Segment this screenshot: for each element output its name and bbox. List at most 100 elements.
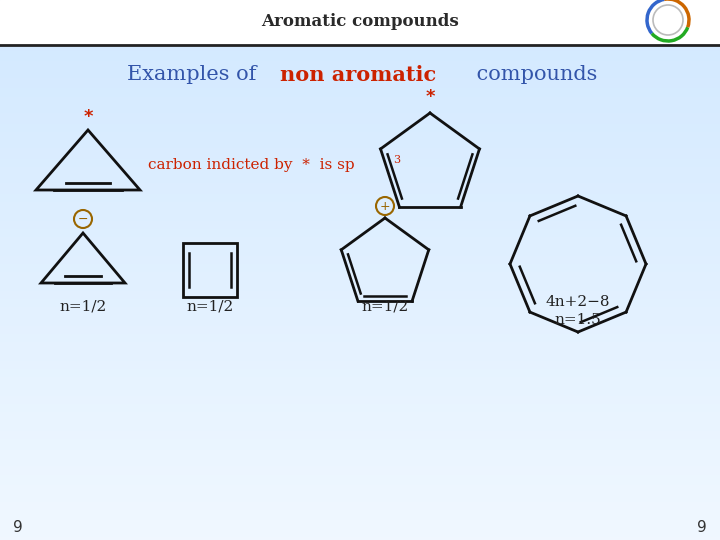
Bar xyxy=(0,396,720,400)
Bar xyxy=(0,237,720,240)
Text: Aromatic compounds: Aromatic compounds xyxy=(261,14,459,30)
Bar xyxy=(0,455,720,459)
Bar xyxy=(0,390,720,394)
Bar xyxy=(0,29,720,32)
Bar xyxy=(0,226,720,230)
Bar xyxy=(0,361,720,365)
Bar xyxy=(0,247,720,251)
Bar xyxy=(0,428,720,432)
Bar xyxy=(0,291,720,294)
Bar xyxy=(0,490,720,494)
Text: *: * xyxy=(84,108,93,126)
Bar xyxy=(0,239,720,243)
Bar xyxy=(0,234,720,238)
Bar xyxy=(0,496,720,500)
Bar xyxy=(0,15,720,19)
Text: 9: 9 xyxy=(697,521,707,536)
Bar xyxy=(0,64,720,68)
Bar xyxy=(0,183,720,186)
Bar xyxy=(0,434,720,437)
Bar xyxy=(0,164,720,167)
Text: 9: 9 xyxy=(13,521,23,536)
Bar xyxy=(0,169,720,173)
Bar xyxy=(0,91,720,94)
Bar xyxy=(0,120,720,124)
Text: Examples of: Examples of xyxy=(127,65,263,84)
Bar xyxy=(0,45,720,49)
Bar xyxy=(0,358,720,362)
Bar xyxy=(0,129,720,132)
Bar xyxy=(0,339,720,343)
Text: carbon indicted by  *  is sp: carbon indicted by * is sp xyxy=(148,158,355,172)
Bar xyxy=(0,366,720,370)
Bar xyxy=(0,0,720,3)
Bar xyxy=(0,331,720,335)
Bar xyxy=(0,204,720,208)
Bar xyxy=(0,69,720,73)
Bar xyxy=(0,50,720,54)
Bar xyxy=(0,498,720,502)
Bar xyxy=(0,528,720,532)
Bar xyxy=(0,250,720,254)
Text: n=1/2: n=1/2 xyxy=(59,300,107,314)
Bar xyxy=(0,307,720,310)
Bar xyxy=(0,145,720,148)
Bar xyxy=(0,4,720,8)
Bar xyxy=(0,277,720,281)
Bar xyxy=(0,288,720,292)
Bar xyxy=(0,99,720,103)
Bar xyxy=(0,431,720,435)
Text: n=1/2: n=1/2 xyxy=(361,300,409,314)
Bar xyxy=(0,266,720,270)
Bar xyxy=(0,264,720,267)
Bar xyxy=(0,412,720,416)
Bar xyxy=(0,272,720,275)
Bar xyxy=(0,126,720,130)
Bar xyxy=(0,156,720,159)
Bar xyxy=(0,77,720,81)
Bar xyxy=(0,334,720,338)
Bar xyxy=(0,355,720,359)
Bar xyxy=(0,258,720,262)
Bar xyxy=(0,83,720,86)
Bar xyxy=(0,188,720,192)
Bar xyxy=(0,423,720,427)
Bar xyxy=(0,210,720,213)
Bar xyxy=(0,374,720,378)
Bar xyxy=(0,102,720,105)
Bar xyxy=(0,488,720,491)
Bar xyxy=(0,328,720,332)
Bar xyxy=(0,326,720,329)
Bar xyxy=(0,385,720,389)
Bar xyxy=(0,153,720,157)
Bar xyxy=(0,131,720,135)
Bar xyxy=(0,299,720,302)
Bar xyxy=(0,474,720,478)
Bar xyxy=(0,253,720,256)
Bar xyxy=(0,318,720,321)
Bar xyxy=(0,223,720,227)
Bar xyxy=(0,534,720,537)
Bar xyxy=(0,482,720,486)
Bar xyxy=(0,150,720,154)
Bar xyxy=(0,96,720,100)
Bar xyxy=(0,342,720,346)
Bar xyxy=(0,285,720,289)
Bar xyxy=(0,48,720,51)
Bar xyxy=(0,80,720,84)
Bar xyxy=(0,517,720,521)
Bar xyxy=(0,118,720,122)
Bar xyxy=(0,436,720,440)
Bar xyxy=(0,320,720,324)
Bar xyxy=(0,380,720,383)
Bar xyxy=(0,42,720,46)
Bar xyxy=(0,401,720,405)
Bar xyxy=(0,350,720,354)
Bar xyxy=(0,172,720,176)
Bar xyxy=(0,485,720,489)
Bar xyxy=(0,525,720,529)
Bar xyxy=(0,399,720,402)
Bar xyxy=(0,353,720,356)
Bar xyxy=(0,420,720,424)
Bar xyxy=(0,323,720,327)
